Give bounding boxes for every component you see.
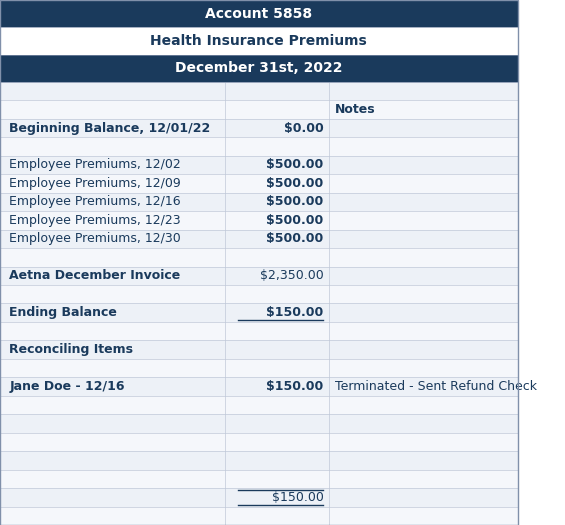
Bar — [0, 488, 518, 507]
Bar — [0, 469, 518, 488]
Bar — [0, 100, 518, 119]
Text: Employee Premiums, 12/23: Employee Premiums, 12/23 — [9, 214, 181, 227]
Text: Employee Premiums, 12/09: Employee Premiums, 12/09 — [9, 177, 181, 190]
Bar — [0, 285, 518, 303]
Bar — [0, 396, 518, 414]
Text: $500.00: $500.00 — [266, 233, 324, 245]
Bar — [0, 119, 518, 138]
Text: Employee Premiums, 12/16: Employee Premiums, 12/16 — [9, 195, 181, 208]
Text: $150.00: $150.00 — [272, 491, 324, 504]
Bar — [0, 0, 518, 27]
Text: Ending Balance: Ending Balance — [9, 306, 117, 319]
Bar — [0, 55, 518, 82]
Text: $150.00: $150.00 — [266, 306, 324, 319]
Bar — [0, 507, 518, 525]
Bar — [0, 82, 518, 100]
Bar — [0, 156, 518, 174]
Text: Health Insurance Premiums: Health Insurance Premiums — [150, 34, 367, 48]
Text: December 31st, 2022: December 31st, 2022 — [175, 61, 342, 75]
Text: Notes: Notes — [335, 103, 376, 116]
Bar — [0, 267, 518, 285]
Bar — [0, 248, 518, 267]
Text: Jane Doe - 12/16: Jane Doe - 12/16 — [9, 380, 125, 393]
Text: Account 5858: Account 5858 — [205, 7, 312, 20]
Text: $150.00: $150.00 — [266, 380, 324, 393]
Text: $500.00: $500.00 — [266, 177, 324, 190]
Bar — [0, 211, 518, 229]
Bar — [0, 303, 518, 322]
Bar — [0, 377, 518, 396]
Text: $500.00: $500.00 — [266, 214, 324, 227]
Bar — [0, 322, 518, 340]
Bar — [0, 414, 518, 433]
Bar — [0, 451, 518, 469]
Text: Beginning Balance, 12/01/22: Beginning Balance, 12/01/22 — [9, 122, 211, 134]
Bar — [0, 359, 518, 377]
Bar — [0, 193, 518, 211]
Bar — [0, 27, 518, 55]
Bar — [0, 138, 518, 156]
Bar — [0, 433, 518, 451]
Text: $0.00: $0.00 — [284, 122, 324, 134]
Bar — [0, 82, 518, 525]
Bar — [0, 229, 518, 248]
Text: Employee Premiums, 12/02: Employee Premiums, 12/02 — [9, 159, 181, 172]
Text: Terminated - Sent Refund Check: Terminated - Sent Refund Check — [335, 380, 537, 393]
Text: $500.00: $500.00 — [266, 195, 324, 208]
Text: Employee Premiums, 12/30: Employee Premiums, 12/30 — [9, 233, 181, 245]
Text: $2,350.00: $2,350.00 — [260, 269, 324, 282]
Text: $500.00: $500.00 — [266, 159, 324, 172]
Bar — [0, 340, 518, 359]
Text: Aetna December Invoice: Aetna December Invoice — [9, 269, 181, 282]
Bar — [0, 174, 518, 193]
Text: Reconciling Items: Reconciling Items — [9, 343, 133, 356]
